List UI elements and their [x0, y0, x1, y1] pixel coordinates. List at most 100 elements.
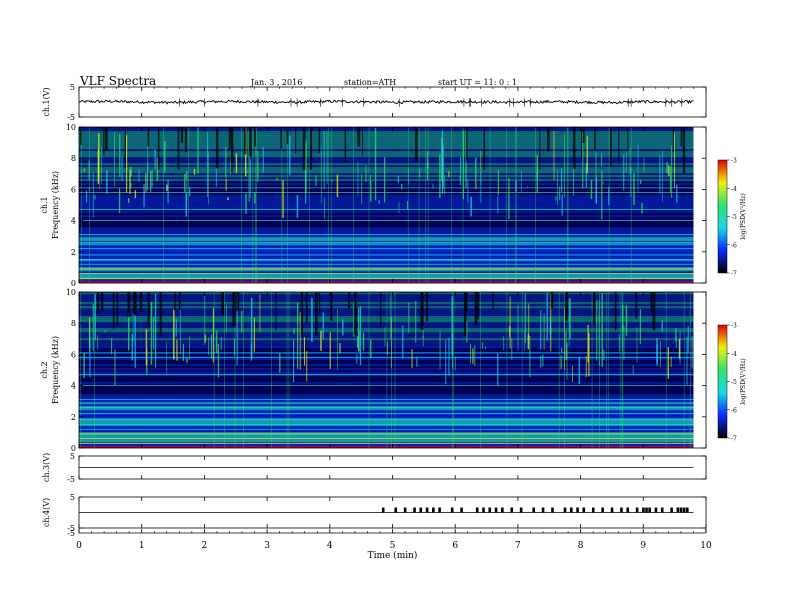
- ch2-spectrogram-band: [79, 372, 694, 375]
- ch2-spectrogram-band: [79, 412, 694, 415]
- ch2-spectrogram-band: [79, 302, 694, 305]
- ch1-spectrogram-band: [79, 239, 694, 242]
- ch2-spectrogram-band: [79, 402, 694, 405]
- ch2-spectrogram-band: [79, 346, 694, 349]
- ch2-spectrogram-band: [79, 386, 694, 389]
- ch4-waveform-pulse: [601, 507, 604, 513]
- x-tick-label: 5: [390, 541, 396, 551]
- ch4-waveform-ytick-bottom: -5: [67, 529, 75, 538]
- ch2-spectrogram-band: [79, 400, 694, 403]
- x-tick-label: 9: [640, 541, 646, 551]
- ch2-spectrogram-ylabel: ch.2: [40, 361, 49, 378]
- ch1-spectrogram-band: [79, 179, 694, 182]
- ch2-spectrogram-band: [79, 430, 694, 433]
- ch2-spectrogram-band: [79, 324, 694, 327]
- ch4-waveform-pulse: [413, 507, 416, 513]
- ch1-spectrogram-band: [79, 147, 694, 150]
- ch2-spectrogram-band: [79, 390, 694, 393]
- ch2-spectrogram-colorbar-tick-label: -5: [731, 379, 737, 386]
- ch2-spectrogram-band: [79, 300, 694, 303]
- ch2-spectrogram-band: [79, 308, 694, 311]
- ch2-spectrogram-colorbar-tick-label: -4: [731, 351, 737, 358]
- ch2-spectrogram-band: [79, 396, 694, 399]
- ch1-spectrogram-band: [79, 259, 694, 262]
- ch4-waveform-pulse: [482, 507, 485, 513]
- ch1-spectrogram-band: [79, 195, 694, 198]
- ch2-spectrogram-band: [79, 356, 694, 359]
- ch2-spectrogram-band: [79, 426, 694, 429]
- ch1-waveform-ytick-label: -5: [67, 113, 75, 122]
- ch2-spectrogram-band: [79, 388, 694, 391]
- ch1-waveform-ytick-label: 5: [70, 83, 75, 92]
- ch1-spectrogram-band: [79, 275, 694, 278]
- ch1-spectrogram-band: [79, 175, 694, 178]
- ch1-spectrogram-band: [79, 261, 694, 264]
- ch1-spectrogram-ylabel-frequency: Frequency (kHz): [51, 171, 60, 239]
- ch2-spectrogram-band: [79, 434, 694, 437]
- ch2-spectrogram-colorbar-tick-label: -3: [731, 323, 737, 330]
- ch4-waveform-pulse: [670, 507, 673, 513]
- ch4-waveform-pulse: [635, 507, 639, 513]
- ch1-waveform-trace: [78, 99, 694, 105]
- ch1-spectrogram-band: [79, 181, 694, 184]
- ch2-spectrogram-band: [79, 342, 694, 345]
- x-tick-label: 3: [264, 541, 270, 551]
- ch1-spectrogram-band: [79, 247, 694, 250]
- ch1-spectrogram-band: [79, 139, 694, 142]
- ch1-spectrogram-band: [79, 129, 694, 132]
- ch4-waveform-pulse: [532, 507, 535, 513]
- ch4-waveform-pulse: [541, 507, 545, 513]
- ch2-spectrogram-colorbar-tick-label: -6: [731, 407, 737, 414]
- ch4-waveform-pulse: [450, 507, 454, 513]
- ch4-waveform-pulse: [648, 507, 651, 513]
- start-time-label: start UT = 11: 0 : 1: [438, 78, 517, 87]
- ch1-spectrogram-colorbar-tick-label: -5: [731, 214, 737, 221]
- ch1-spectrogram-band: [79, 219, 694, 222]
- ch1-spectrogram-band: [79, 245, 694, 248]
- ch1-spectrogram-band: [79, 153, 694, 156]
- x-tick-label: 10: [700, 541, 712, 551]
- ch1-spectrogram-band: [79, 199, 694, 202]
- ch4-waveform-pulse: [460, 507, 463, 513]
- ch1-spectrogram-band: [79, 273, 694, 276]
- ch2-spectrogram-band: [79, 332, 694, 335]
- ch1-spectrogram-band: [79, 271, 694, 274]
- ch1-spectrogram-band: [79, 227, 694, 230]
- ch1-spectrogram-band: [79, 133, 694, 136]
- ch1-spectrogram-band: [79, 209, 694, 212]
- ch4-waveform-pulse: [645, 507, 648, 513]
- ch2-spectrogram-band: [79, 322, 694, 325]
- ch1-spectrogram-band: [79, 135, 694, 138]
- ch2-spectrogram-band: [79, 374, 694, 377]
- x-tick-label: 2: [202, 541, 208, 551]
- ch1-spectrogram-band: [79, 169, 694, 172]
- ch4-waveform-pulse: [519, 507, 523, 513]
- ch2-spectrogram-band: [79, 360, 694, 363]
- ch2-spectrogram-band: [79, 320, 694, 323]
- ch4-waveform-pulse: [626, 507, 630, 513]
- ch4-waveform-pulse: [642, 507, 645, 513]
- ch2-spectrogram-band: [79, 420, 694, 423]
- ch2-spectrogram-band: [79, 362, 694, 365]
- ch2-spectrogram-band: [79, 306, 694, 309]
- ch2-spectrogram-band: [79, 398, 694, 401]
- ch1-spectrogram-colorbar-tick-label: -7: [731, 271, 737, 278]
- ch4-waveform-pulse: [620, 507, 623, 513]
- ch2-spectrogram-band: [79, 368, 694, 371]
- ch4-waveform-pulse: [403, 507, 407, 513]
- ch1-spectrogram-band: [79, 191, 694, 194]
- ch1-spectrogram-band: [79, 221, 694, 224]
- ch2-spectrogram-band: [79, 416, 694, 419]
- ch1-spectrogram-band: [79, 167, 694, 170]
- ch1-spectrogram-band: [79, 171, 694, 174]
- ch1-spectrogram-band: [79, 137, 694, 140]
- ch4-waveform-pulse: [494, 507, 498, 513]
- ch2-spectrogram-band: [79, 366, 694, 369]
- ch1-spectrogram-band: [79, 127, 694, 130]
- ch2-spectrogram-band: [79, 394, 694, 397]
- ch1-spectrogram-band: [79, 251, 694, 254]
- ch4-waveform-group: [78, 496, 707, 529]
- ch4-waveform-pulse: [576, 507, 579, 513]
- ch1-spectrogram-band: [79, 213, 694, 216]
